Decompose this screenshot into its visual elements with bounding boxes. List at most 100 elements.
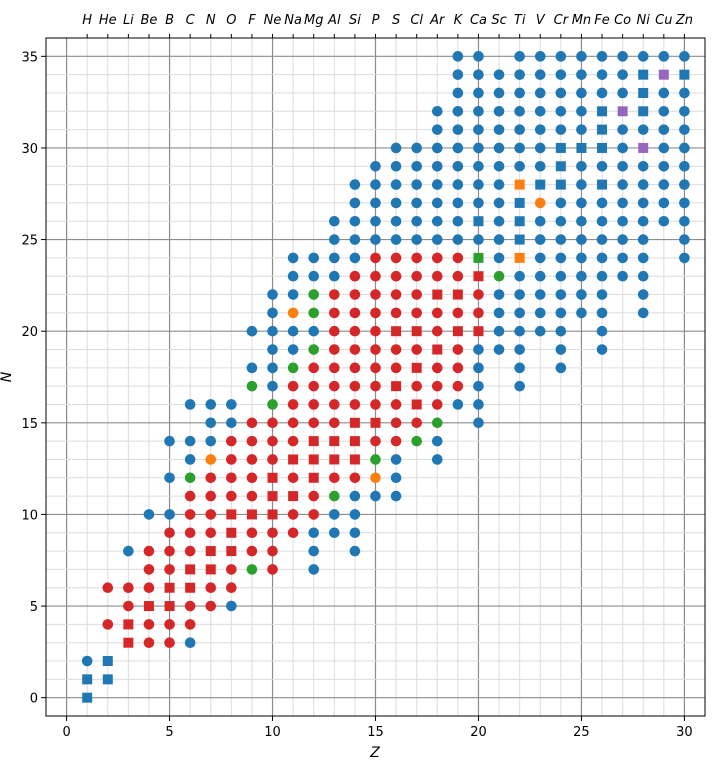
data-point-circle	[390, 215, 402, 227]
data-point-circle	[596, 344, 608, 355]
data-point-circle	[390, 344, 402, 355]
data-point-circle	[226, 490, 237, 502]
data-point-circle	[555, 234, 567, 245]
data-point-circle	[370, 490, 381, 502]
data-point-square	[452, 289, 463, 300]
data-point-circle	[658, 105, 670, 117]
data-point-circle	[617, 179, 628, 190]
data-point-circle	[617, 142, 628, 154]
data-point-circle	[267, 564, 278, 575]
data-point-circle	[370, 344, 381, 355]
data-point-circle	[534, 142, 546, 154]
element-symbol-label: Zn	[675, 13, 693, 28]
data-point-circle	[637, 124, 649, 135]
data-point-circle	[370, 380, 381, 392]
data-point-circle	[370, 234, 381, 245]
data-point-square	[308, 472, 319, 483]
data-points	[81, 51, 690, 703]
data-point-circle	[390, 399, 402, 410]
data-point-circle	[370, 362, 381, 374]
data-point-circle	[287, 325, 299, 337]
data-point-circle	[390, 454, 402, 465]
element-symbol-label: V	[536, 13, 546, 28]
data-point-circle	[349, 270, 361, 282]
data-point-circle	[637, 307, 649, 319]
data-point-circle	[452, 197, 464, 209]
data-point-circle	[596, 69, 608, 80]
data-point-circle	[226, 399, 237, 410]
axis-ticks: 0 5 10 15 20 25 30 0 5 10 15 20 25 30 35 H He Li Be B C N O F Ne…	[21, 13, 693, 740]
data-point-circle	[431, 325, 443, 337]
data-point-circle	[329, 252, 340, 264]
data-point-circle	[493, 142, 505, 154]
data-point-circle	[370, 179, 381, 190]
data-point-circle	[329, 307, 340, 319]
data-point-circle	[431, 399, 443, 410]
data-point-square	[638, 69, 649, 80]
data-point-square	[638, 87, 649, 98]
data-point-circle	[431, 362, 443, 374]
data-point-circle	[226, 600, 237, 612]
data-point-square	[452, 326, 463, 337]
data-point-square	[102, 674, 113, 685]
data-point-circle	[370, 270, 381, 282]
element-symbol-label: Ca	[470, 13, 487, 28]
data-point-circle	[246, 545, 258, 557]
data-point-circle	[123, 600, 134, 612]
data-point-circle	[452, 51, 464, 62]
data-point-circle	[555, 252, 567, 264]
data-point-square	[123, 637, 134, 648]
data-point-circle	[246, 362, 258, 374]
data-point-circle	[411, 344, 422, 355]
data-point-circle	[555, 307, 567, 319]
data-point-circle	[534, 325, 546, 337]
data-point-square	[576, 142, 587, 153]
data-point-circle	[370, 325, 381, 337]
data-point-circle	[329, 490, 340, 502]
data-point-circle	[390, 234, 402, 245]
data-point-circle	[637, 51, 649, 62]
data-point-circle	[267, 289, 278, 300]
data-point-circle	[390, 142, 402, 154]
data-point-square	[555, 179, 566, 190]
data-point-circle	[184, 619, 196, 630]
element-symbol-label: H	[82, 13, 92, 28]
data-point-circle	[679, 51, 690, 62]
data-point-circle	[679, 160, 690, 172]
data-point-square	[514, 179, 525, 190]
data-point-circle	[576, 252, 587, 264]
data-point-circle	[617, 215, 628, 227]
data-point-circle	[349, 234, 361, 245]
data-point-circle	[431, 160, 443, 172]
data-point-circle	[637, 289, 649, 300]
data-point-circle	[287, 472, 299, 484]
data-point-square	[555, 161, 566, 172]
data-point-circle	[329, 215, 340, 227]
data-point-circle	[370, 307, 381, 319]
data-point-circle	[329, 527, 340, 539]
data-point-circle	[493, 307, 505, 319]
data-point-circle	[534, 307, 546, 319]
y-tick-label: 0	[30, 692, 38, 707]
data-point-square	[370, 417, 381, 428]
data-point-circle	[679, 234, 690, 245]
data-point-square	[473, 271, 484, 282]
data-point-circle	[349, 215, 361, 227]
data-point-circle	[308, 399, 320, 410]
data-point-circle	[164, 564, 175, 575]
data-point-circle	[164, 435, 175, 447]
data-point-circle	[452, 105, 464, 117]
data-point-circle	[679, 179, 690, 190]
data-point-circle	[267, 362, 278, 374]
element-symbol-label: S	[392, 13, 400, 28]
data-point-circle	[596, 215, 608, 227]
data-point-circle	[287, 527, 299, 539]
data-point-circle	[493, 344, 505, 355]
data-point-square	[143, 601, 154, 612]
data-point-circle	[514, 51, 525, 62]
data-point-circle	[349, 545, 361, 557]
data-point-circle	[617, 69, 628, 80]
x-tick-label: 5	[165, 725, 173, 740]
data-point-circle	[452, 380, 464, 392]
data-point-circle	[431, 307, 443, 319]
